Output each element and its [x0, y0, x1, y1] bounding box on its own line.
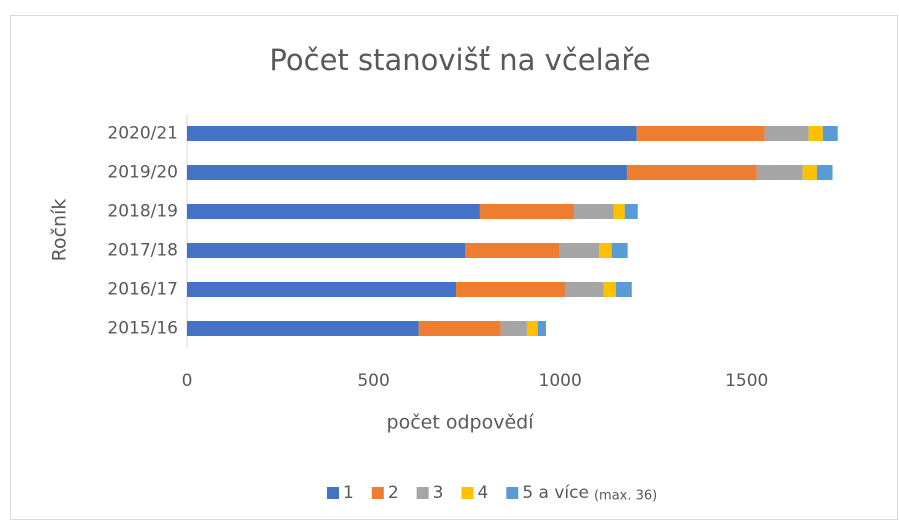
bar-segment — [802, 165, 817, 180]
bar-segment — [615, 282, 632, 297]
bar-segment — [464, 243, 560, 258]
bar-segment — [537, 321, 546, 336]
bar-segment — [573, 204, 614, 219]
bar-segment — [187, 282, 457, 297]
bar-segment — [187, 321, 419, 336]
bar-segment — [526, 321, 538, 336]
bar-segment — [479, 204, 574, 219]
bar-segment — [559, 243, 599, 258]
bar-segment — [187, 126, 637, 141]
bar-segment — [418, 321, 501, 336]
bar-segment — [756, 165, 803, 180]
y-tick-label: 2017/18 — [107, 241, 178, 261]
x-axis-label: počet odpovědí — [387, 412, 535, 434]
bar-segment — [187, 243, 465, 258]
legend-label: 3 — [433, 483, 444, 503]
bar-segment — [603, 282, 616, 297]
bar-segment — [187, 204, 480, 219]
x-tick-label: 500 — [357, 371, 389, 391]
y-tick-label: 2018/19 — [107, 202, 178, 222]
bar-segment — [456, 282, 566, 297]
bar-segment — [611, 243, 628, 258]
legend-swatch — [461, 487, 474, 499]
bar-segment — [822, 126, 838, 141]
bar-segment — [613, 204, 625, 219]
bar-segment — [624, 204, 638, 219]
bar-segment — [816, 165, 833, 180]
bar-segment — [764, 126, 809, 141]
x-tick-label: 1000 — [539, 371, 582, 391]
legend-label: 1 — [343, 483, 354, 503]
y-axis-label: Ročník — [49, 199, 71, 262]
y-tick-label: 2019/20 — [107, 163, 178, 183]
bar-segment — [626, 165, 757, 180]
legend-label: 2 — [388, 483, 399, 503]
bar-segment — [187, 165, 627, 180]
legend-swatch — [371, 487, 384, 499]
legend-swatch — [416, 487, 429, 499]
legend-swatch — [327, 487, 339, 499]
y-tick-label: 2020/21 — [107, 124, 178, 144]
y-tick-label: 2016/17 — [107, 280, 178, 300]
legend-swatch — [506, 487, 519, 499]
bar-segment — [808, 126, 823, 141]
bar-segment — [500, 321, 527, 336]
chart-frame — [10, 15, 898, 520]
bar-segment — [636, 126, 765, 141]
x-tick-label: 0 — [182, 371, 193, 391]
bar-segment — [565, 282, 604, 297]
legend-label: 5 a více — [522, 483, 589, 503]
legend-note: (max. 36) — [594, 489, 657, 504]
bar-segment — [598, 243, 612, 258]
y-tick-label: 2015/16 — [107, 319, 178, 339]
legend-label: 4 — [477, 483, 488, 503]
x-tick-label: 1500 — [725, 371, 768, 391]
chart-title: Počet stanovišť na včelaře — [269, 43, 650, 77]
